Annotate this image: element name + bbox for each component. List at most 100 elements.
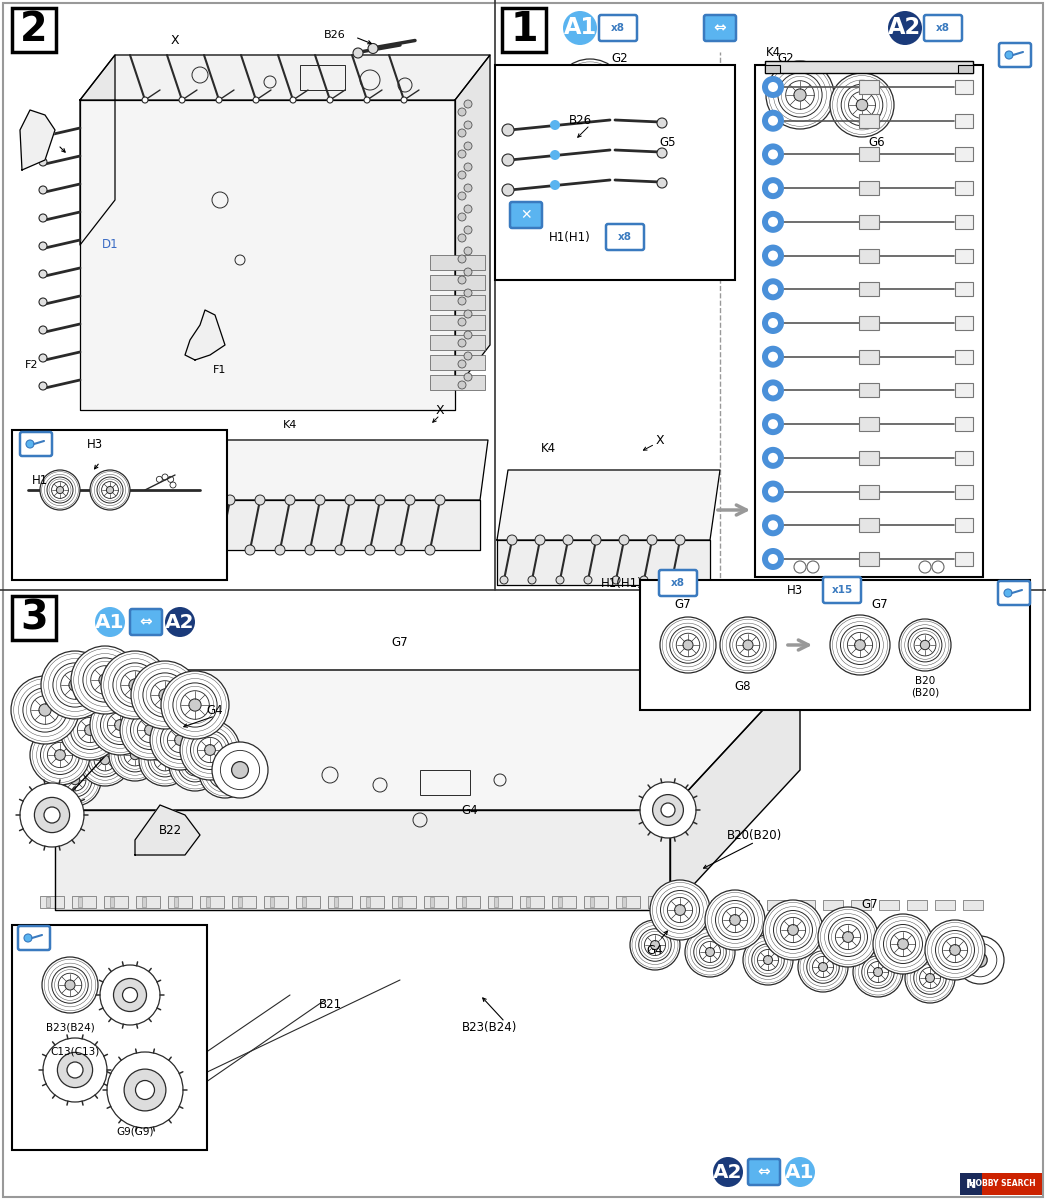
Circle shape [920, 641, 930, 649]
Circle shape [761, 413, 784, 436]
Circle shape [685, 926, 735, 977]
Circle shape [852, 947, 903, 997]
Circle shape [761, 548, 784, 570]
Circle shape [189, 698, 201, 712]
Circle shape [768, 452, 778, 463]
Circle shape [925, 920, 985, 980]
Circle shape [786, 80, 814, 109]
Circle shape [335, 545, 345, 554]
Circle shape [829, 614, 890, 674]
Circle shape [683, 640, 693, 650]
Circle shape [873, 967, 883, 977]
Circle shape [154, 749, 176, 770]
Text: x15: x15 [832, 584, 852, 595]
Circle shape [616, 73, 680, 137]
Text: ⇔: ⇔ [713, 20, 726, 36]
Bar [296, 896, 320, 908]
Circle shape [458, 338, 467, 347]
Circle shape [705, 890, 765, 950]
Circle shape [855, 640, 865, 650]
Circle shape [131, 710, 169, 750]
Circle shape [761, 109, 784, 132]
Circle shape [464, 268, 472, 276]
Text: B23(B24): B23(B24) [462, 1020, 518, 1033]
Circle shape [97, 476, 123, 503]
Bar [859, 316, 879, 330]
Circle shape [768, 385, 778, 396]
Circle shape [225, 494, 235, 505]
Circle shape [285, 494, 295, 505]
Bar [12, 8, 56, 52]
Bar [238, 898, 242, 907]
Polygon shape [455, 55, 490, 390]
Circle shape [39, 214, 47, 222]
Circle shape [169, 739, 221, 791]
Circle shape [914, 961, 947, 995]
FancyBboxPatch shape [510, 202, 542, 228]
Circle shape [644, 935, 665, 955]
Circle shape [39, 704, 51, 716]
Bar [430, 898, 434, 907]
Circle shape [950, 944, 960, 955]
Circle shape [763, 900, 823, 960]
Bar [72, 896, 96, 908]
Circle shape [647, 535, 657, 545]
Circle shape [847, 632, 872, 658]
Bar [456, 896, 480, 908]
Circle shape [39, 158, 47, 166]
Circle shape [635, 91, 661, 119]
Text: G7: G7 [391, 636, 408, 648]
Bar [40, 896, 64, 908]
Circle shape [464, 205, 472, 214]
Circle shape [705, 948, 714, 956]
Circle shape [813, 956, 834, 978]
Bar [683, 900, 703, 910]
Circle shape [90, 695, 150, 755]
Circle shape [20, 782, 84, 847]
Circle shape [100, 755, 110, 764]
Circle shape [899, 619, 951, 671]
Circle shape [464, 310, 472, 318]
Text: G2: G2 [777, 52, 794, 65]
Circle shape [464, 331, 472, 338]
Text: D1: D1 [101, 239, 118, 252]
Circle shape [368, 43, 378, 54]
Polygon shape [497, 470, 720, 540]
Circle shape [550, 120, 560, 130]
Text: K4: K4 [541, 442, 555, 455]
Circle shape [458, 382, 467, 389]
Circle shape [42, 958, 98, 1013]
Circle shape [535, 535, 545, 545]
Bar [765, 65, 780, 73]
Circle shape [862, 955, 894, 989]
Bar [795, 900, 815, 910]
Circle shape [502, 154, 514, 166]
Circle shape [30, 696, 60, 725]
Circle shape [94, 749, 116, 770]
Text: K4: K4 [282, 420, 297, 430]
Circle shape [124, 1069, 166, 1111]
Bar [622, 898, 626, 907]
Circle shape [77, 718, 103, 743]
Circle shape [64, 769, 86, 791]
Circle shape [752, 943, 784, 977]
Circle shape [458, 108, 467, 116]
Text: x8: x8 [670, 578, 685, 588]
Circle shape [39, 130, 47, 138]
Circle shape [828, 918, 867, 956]
Circle shape [657, 118, 667, 128]
Circle shape [657, 148, 667, 158]
Text: C13(C13): C13(C13) [50, 1046, 99, 1057]
Circle shape [99, 674, 111, 686]
Circle shape [897, 938, 908, 949]
Circle shape [39, 382, 47, 390]
Bar [616, 896, 640, 908]
Circle shape [199, 746, 251, 798]
Text: A1: A1 [786, 1163, 815, 1182]
Bar [859, 418, 879, 431]
Circle shape [151, 680, 179, 709]
Circle shape [59, 973, 82, 997]
Circle shape [39, 270, 47, 278]
Circle shape [464, 121, 472, 128]
Circle shape [95, 607, 126, 637]
